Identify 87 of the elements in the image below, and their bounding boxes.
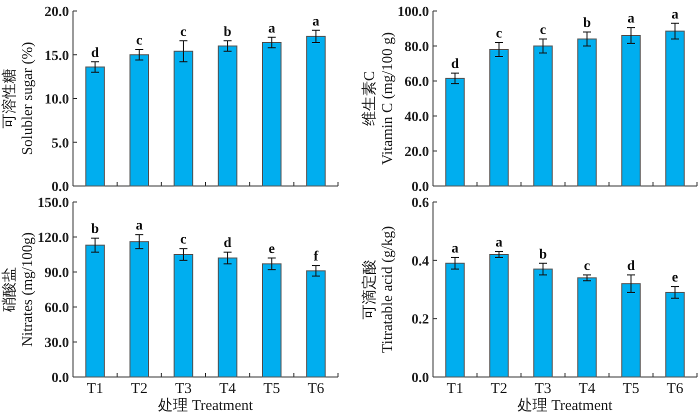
y-tick-label: 150.0 bbox=[38, 196, 69, 211]
bar bbox=[218, 46, 238, 186]
annotation: c bbox=[136, 34, 142, 48]
annotation: c bbox=[540, 23, 546, 38]
annotation: a bbox=[452, 241, 458, 256]
y-tick-label: 60.0 bbox=[404, 75, 429, 90]
y-tick-label: 60.0 bbox=[44, 301, 69, 316]
x-tick-label: T3 bbox=[534, 381, 552, 397]
y-tick-label: 0.4 bbox=[412, 254, 429, 270]
y-tick-label: 0.0 bbox=[52, 371, 69, 386]
x-tick-label: T2 bbox=[130, 381, 148, 397]
annotation: a bbox=[268, 21, 276, 36]
bar bbox=[262, 263, 282, 378]
annotation: a bbox=[312, 14, 320, 30]
annotation: e bbox=[672, 270, 678, 286]
annotation: d bbox=[224, 236, 232, 252]
annotation: c bbox=[584, 258, 590, 274]
annotation: c bbox=[180, 24, 187, 40]
x-tick-label: T1 bbox=[86, 381, 104, 397]
bar bbox=[621, 35, 641, 186]
bar bbox=[306, 36, 326, 186]
annotation: d bbox=[91, 46, 100, 61]
y-axis-title: 硝酸盐 Nitrates (mg/100g) bbox=[1, 232, 36, 347]
y-tick-label: 0.0 bbox=[52, 180, 69, 195]
annotation: d bbox=[627, 258, 636, 274]
x-tick-label: T4 bbox=[219, 381, 236, 397]
bar bbox=[665, 292, 685, 378]
bar bbox=[533, 46, 553, 186]
y-tick-label: 0.0 bbox=[412, 180, 429, 195]
bar bbox=[174, 254, 194, 378]
bar bbox=[577, 38, 597, 186]
bar bbox=[577, 277, 597, 378]
x-tick-label: T5 bbox=[622, 381, 640, 397]
annotation: a bbox=[136, 218, 143, 234]
annotation: b bbox=[583, 16, 592, 31]
annotation: a bbox=[628, 12, 634, 27]
y-tick-label: 0.6 bbox=[412, 196, 429, 211]
y-tick-label: 20.0 bbox=[404, 145, 429, 160]
y-tick-label: 90.0 bbox=[44, 266, 69, 281]
y-axis-title: 可溶性糖 Solubler sugar (%) bbox=[1, 42, 36, 156]
annotation: d bbox=[451, 57, 460, 72]
y-axis-title: 维生素C Vitamin C (mg/100 g) bbox=[361, 32, 396, 165]
x-axis-title: 处理 Treatment bbox=[158, 397, 254, 414]
annotation: b bbox=[91, 222, 100, 238]
y-tick-label: 0.0 bbox=[412, 371, 429, 386]
x-axis-title: 处理 Treatment bbox=[518, 397, 614, 414]
y-tick-label: 80.0 bbox=[404, 40, 429, 55]
x-tick-label: T6 bbox=[308, 381, 325, 397]
bar bbox=[129, 54, 150, 186]
bar bbox=[262, 42, 282, 186]
annotation: a bbox=[672, 7, 678, 22]
y-tick-label: 5.0 bbox=[52, 136, 69, 152]
bar bbox=[621, 283, 641, 378]
y-tick-label: 20.0 bbox=[44, 5, 69, 20]
annotation: e bbox=[268, 242, 275, 257]
y-tick-label: 30.0 bbox=[44, 336, 69, 351]
annotation: a bbox=[496, 236, 502, 251]
bar bbox=[445, 262, 465, 378]
y-axis-title: 可滴定酸 Titratable acid (g/kg) bbox=[361, 226, 396, 353]
annotation: b bbox=[224, 24, 232, 40]
x-tick-label: T1 bbox=[446, 381, 464, 397]
x-tick-label: T2 bbox=[490, 381, 508, 397]
bar bbox=[306, 270, 326, 378]
bar bbox=[218, 258, 238, 378]
y-tick-label: 120.0 bbox=[38, 231, 69, 246]
bar bbox=[489, 49, 509, 186]
x-tick-label: T3 bbox=[175, 381, 192, 397]
bar bbox=[665, 30, 685, 186]
bar bbox=[445, 78, 465, 186]
x-tick-label: T6 bbox=[666, 381, 684, 397]
annotation: c bbox=[496, 26, 502, 42]
y-tick-label: 10.0 bbox=[44, 92, 69, 108]
y-tick-label: 40.0 bbox=[404, 110, 429, 125]
bar bbox=[85, 66, 105, 186]
annotation: f bbox=[314, 250, 319, 265]
x-tick-label: T4 bbox=[578, 381, 596, 397]
bar bbox=[533, 268, 553, 378]
y-tick-label: 0.2 bbox=[412, 312, 429, 328]
annotation: b bbox=[539, 247, 548, 262]
y-tick-label: 15.0 bbox=[44, 48, 69, 64]
bar bbox=[489, 254, 509, 378]
annotation: c bbox=[180, 232, 187, 248]
bar bbox=[85, 244, 105, 378]
bar bbox=[174, 50, 194, 186]
y-tick-label: 100.0 bbox=[398, 5, 429, 20]
x-tick-label: T5 bbox=[263, 381, 280, 397]
bar bbox=[129, 241, 150, 378]
